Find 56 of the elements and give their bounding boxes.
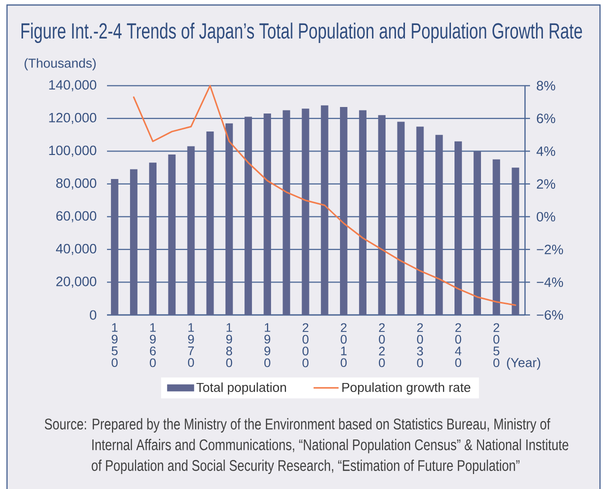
- bar: [302, 108, 310, 315]
- bar: [187, 146, 195, 315]
- y-tick-label: 20,000: [56, 276, 96, 288]
- y-tick-label: 120,000: [49, 112, 96, 124]
- bar: [225, 123, 233, 315]
- bar: [378, 115, 386, 315]
- bar: [435, 134, 443, 315]
- y-tick-label: 100,000: [49, 146, 96, 157]
- y2-tick-label: −6%: [536, 310, 564, 320]
- legend-label: Total population: [196, 382, 286, 395]
- bar: [492, 159, 500, 315]
- bar: [149, 162, 157, 315]
- y2-tick-label: −4%: [536, 278, 564, 287]
- x-tick-label: 1990: [264, 323, 270, 368]
- bar: [206, 132, 214, 315]
- y-tick-label: 140,000: [49, 80, 96, 92]
- y2-tick-label: 8%: [536, 80, 556, 90]
- chart-title: Figure Int.-2-4 Trends of Japan’s Total Population and Population Growth Rate: [22, 22, 582, 44]
- x-axis-title: (Year): [506, 358, 540, 370]
- bar: [168, 154, 176, 315]
- source-note: Source: Prepared by the Ministry of the Environment based on Statistics Bureau, Ministry of Internal Affairs and Communications, “National Population Census” & National Institute of Population and Social Security Research, “Estimation of Future Population”: [44, 418, 568, 474]
- y-tick-label: 40,000: [56, 244, 96, 256]
- bar: [359, 110, 366, 315]
- x-tick-label: 1970: [188, 323, 194, 367]
- bar: [244, 116, 252, 315]
- x-tick-label: 2000: [302, 323, 308, 368]
- bar: [416, 126, 424, 315]
- bar: [474, 151, 481, 315]
- y-tick-label: 0: [90, 310, 96, 320]
- bar: [454, 141, 462, 315]
- y-axis-title: (Thousands): [24, 58, 96, 70]
- y2-tick-label: 0%: [536, 212, 556, 222]
- bar: [512, 168, 520, 315]
- bar: [130, 169, 138, 315]
- bar: [264, 114, 272, 315]
- bar: [397, 122, 405, 315]
- x-tick-label: 2050: [493, 323, 500, 368]
- bar: [320, 105, 328, 315]
- y2-tick-label: 6%: [536, 114, 556, 124]
- y2-tick-label: −2%: [536, 244, 564, 254]
- x-tick-label: 2010: [340, 323, 347, 368]
- bar: [340, 106, 348, 315]
- bar: [110, 179, 118, 315]
- y-tick-label: 60,000: [56, 211, 96, 222]
- line-series: [132, 84, 516, 306]
- x-tick-label: 1950: [112, 323, 118, 368]
- x-tick-label: 1980: [226, 323, 232, 368]
- y-tick-label: 80,000: [56, 178, 96, 190]
- x-tick-label: 2020: [378, 323, 385, 368]
- bar: [282, 110, 290, 315]
- x-tick-label: 2040: [455, 323, 462, 368]
- y2-tick-label: 4%: [536, 146, 556, 156]
- x-tick-label: 1960: [150, 323, 156, 368]
- y2-tick-label: 2%: [536, 179, 556, 189]
- legend-label: Population growth rate: [342, 382, 470, 395]
- x-tick-label: 2030: [417, 323, 424, 368]
